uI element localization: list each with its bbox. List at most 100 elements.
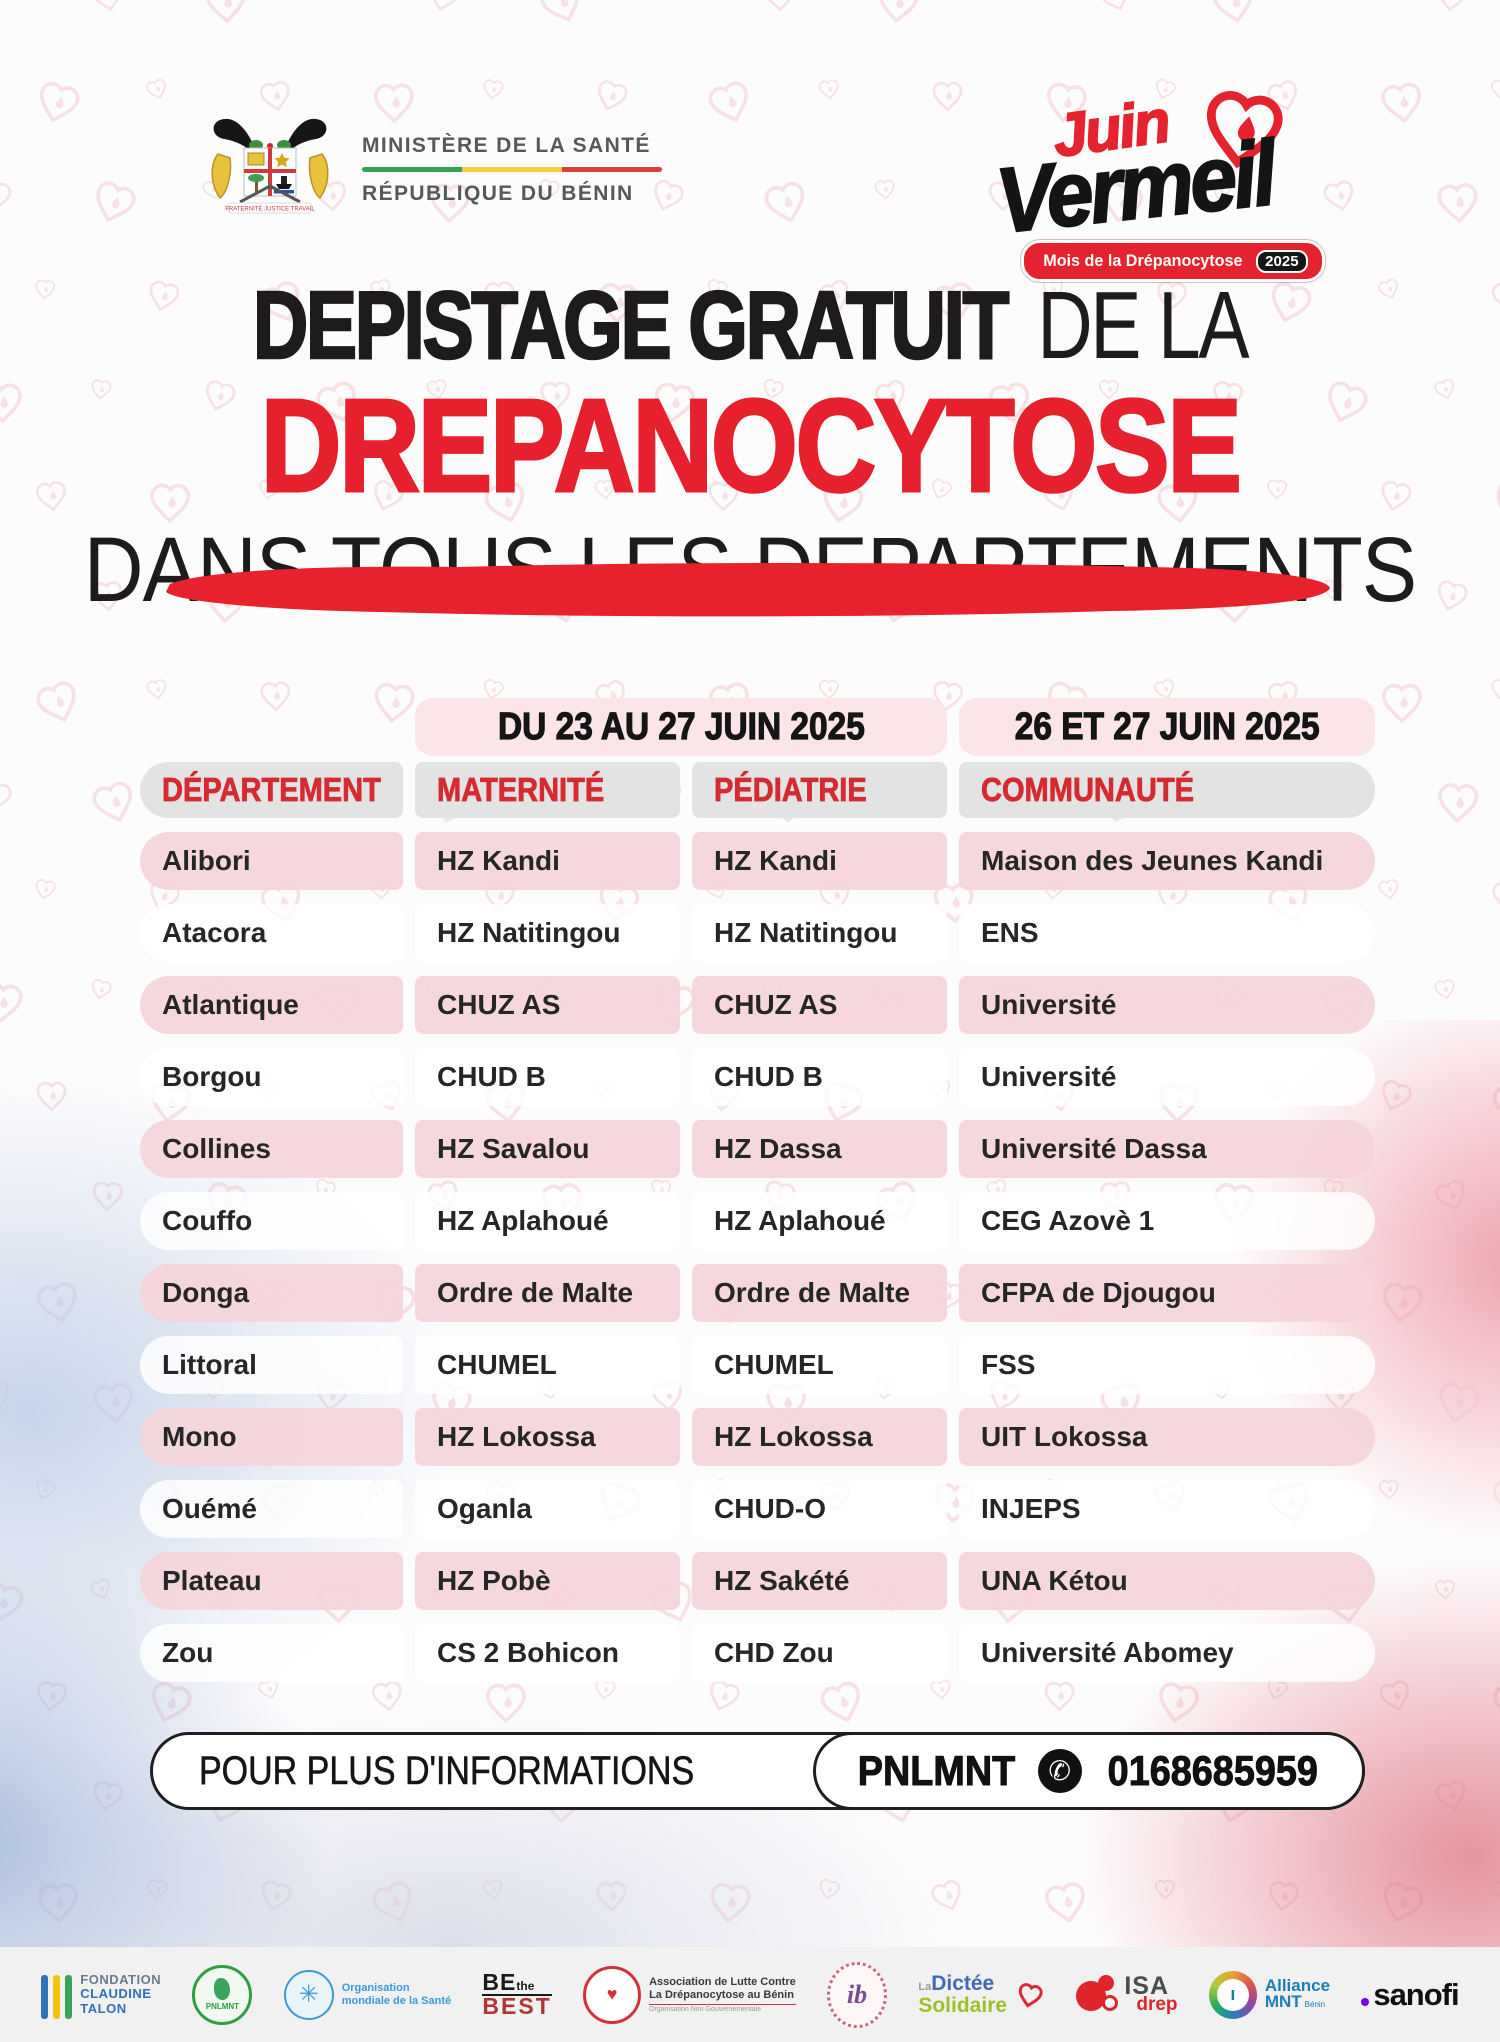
background-heart-icon bbox=[759, 0, 800, 16]
table-cell-maternite: Oganla bbox=[415, 1480, 680, 1538]
background-heart-icon bbox=[1261, 673, 1306, 718]
background-heart-icon bbox=[479, 275, 521, 317]
title-line1-rest: DE LA bbox=[1037, 272, 1249, 379]
table-cell-department: Ouémé bbox=[140, 1480, 403, 1538]
table-cell-department: Couffo bbox=[140, 1192, 403, 1250]
background-heart-icon bbox=[1431, 775, 1486, 830]
background-heart-icon bbox=[87, 375, 116, 404]
feib-crest-icon: ib bbox=[827, 1961, 888, 2028]
partner-sanofi: sanofi bbox=[1361, 1977, 1460, 2013]
background-heart-icon bbox=[816, 676, 842, 702]
heart-drop-icon bbox=[1206, 91, 1283, 169]
background-heart-icon bbox=[645, 373, 704, 432]
background-heart-icon bbox=[1096, 376, 1122, 402]
background-heart-icon bbox=[253, 73, 298, 118]
table-cell-communaute: FSS bbox=[959, 1336, 1375, 1394]
background-heart-icon bbox=[140, 72, 173, 105]
background-heart-icon bbox=[1263, 475, 1290, 502]
background-heart-icon bbox=[1149, 73, 1182, 106]
background-heart-icon bbox=[86, 574, 128, 616]
background-heart-icon bbox=[703, 475, 743, 515]
table-cell-department: Littoral bbox=[140, 1336, 403, 1394]
sanofi-purple-dot-icon bbox=[1361, 1997, 1370, 2006]
table-cell-pediatrie: HZ Sakété bbox=[692, 1552, 947, 1610]
column-header-maternite: MATERNITÉ bbox=[415, 762, 680, 818]
background-heart-icon bbox=[29, 473, 73, 517]
table-cell-pediatrie: CHD Zou bbox=[692, 1624, 947, 1682]
background-heart-icon bbox=[591, 475, 620, 504]
table-grid: DÉPARTEMENT MATERNITÉ PÉDIATRIE COMMUNAU… bbox=[140, 762, 1375, 1682]
background-heart-icon bbox=[810, 270, 860, 320]
background-heart-icon bbox=[0, 173, 18, 218]
alliance-mnt-ring-icon: ı bbox=[1208, 1970, 1257, 2019]
table-cell-communaute: Université bbox=[959, 1048, 1375, 1106]
background-heart-icon bbox=[1486, 674, 1500, 704]
partner-pnlmnt: PNLMNT bbox=[192, 1964, 253, 2025]
background-heart-icon bbox=[474, 470, 538, 534]
background-heart-icon bbox=[198, 0, 254, 30]
background-heart-icon bbox=[925, 673, 969, 717]
background-heart-icon bbox=[1150, 274, 1193, 317]
background-heart-icon bbox=[144, 476, 197, 529]
partner-alcd: ♥ Association de Lutte Contre La Drépano… bbox=[583, 1965, 796, 2024]
table-cell-maternite: CHUMEL bbox=[415, 1336, 680, 1394]
background-heart-icon bbox=[1372, 472, 1418, 518]
table-cell-department: Atacora bbox=[140, 904, 403, 962]
table-cell-maternite: HZ Pobè bbox=[415, 1552, 680, 1610]
table-cell-communaute: ENS bbox=[959, 904, 1375, 962]
background-heart-icon bbox=[25, 669, 92, 736]
date-header-left: DU 23 AU 27 JUIN 2025 bbox=[415, 698, 947, 756]
alcd-heart-icon: ♥ bbox=[583, 1965, 642, 2024]
table-cell-maternite: CHUD B bbox=[415, 1048, 680, 1106]
background-heart-icon bbox=[590, 274, 646, 330]
isa-drep-icon bbox=[1076, 1974, 1119, 2015]
background-heart-icon bbox=[1149, 673, 1182, 706]
background-heart-icon bbox=[536, 376, 576, 416]
column-header-departement: DÉPARTEMENT bbox=[140, 762, 403, 818]
background-heart-icon bbox=[983, 175, 1024, 216]
table-cell-department: Mono bbox=[140, 1408, 403, 1466]
screening-table: DU 23 AU 27 JUIN 2025 26 ET 27 JUIN 2025… bbox=[140, 698, 1375, 1682]
juin-vermeil-logo: Juin Vermeil Mois de la Drépanocytose 20… bbox=[991, 86, 1335, 286]
background-heart-icon bbox=[0, 973, 31, 1030]
background-heart-icon bbox=[195, 371, 243, 419]
table-cell-department: Borgou bbox=[140, 1048, 403, 1106]
ministry-name: MINISTÈRE DE LA SANTÉ bbox=[362, 134, 651, 157]
table-cell-communaute: Université bbox=[959, 976, 1375, 1034]
table-cell-pediatrie: CHUZ AS bbox=[692, 976, 947, 1034]
background-heart-icon bbox=[1430, 174, 1486, 230]
background-heart-icon bbox=[0, 375, 29, 429]
background-heart-icon bbox=[1430, 974, 1460, 1004]
table-cell-pediatrie: HZ Dassa bbox=[692, 1120, 947, 1178]
background-heart-icon bbox=[871, 175, 900, 204]
event-year-badge: 2025 bbox=[1256, 249, 1308, 273]
background-heart-icon bbox=[1480, 468, 1500, 535]
background-heart-icon bbox=[924, 472, 957, 505]
table-cell-maternite: HZ Savalou bbox=[415, 1120, 680, 1178]
table-cell-department: Atlantique bbox=[140, 976, 403, 1034]
background-heart-icon bbox=[1258, 270, 1322, 334]
partner-feib-crest: ib bbox=[827, 1961, 888, 2028]
benin-coat-of-arms-icon: FRATERNITÉ JUSTICE TRAVAIL bbox=[211, 118, 329, 214]
background-heart-icon bbox=[1320, 0, 1347, 2]
table-cell-pediatrie: CHUD B bbox=[692, 1048, 947, 1106]
background-heart-icon bbox=[1372, 272, 1405, 305]
background-heart-icon bbox=[365, 673, 423, 731]
table-cell-maternite: CS 2 Bohicon bbox=[415, 1624, 680, 1682]
table-cell-maternite: HZ Aplahoué bbox=[415, 1192, 680, 1250]
info-label: POUR PLUS D'INFORMATIONS bbox=[199, 1749, 695, 1794]
background-heart-icon bbox=[923, 271, 985, 333]
background-heart-icon bbox=[1316, 172, 1363, 219]
background-heart-icon bbox=[701, 273, 733, 305]
dictee-heart-icon bbox=[1018, 1982, 1043, 2008]
background-heart-icon bbox=[981, 0, 1013, 5]
background-heart-icon bbox=[1374, 874, 1405, 905]
table-cell-communaute: Université Dassa bbox=[959, 1120, 1375, 1178]
background-heart-icon bbox=[928, 76, 967, 115]
table-cell-maternite: HZ Lokossa bbox=[415, 1408, 680, 1466]
background-heart-icon bbox=[926, 874, 982, 930]
background-heart-icon bbox=[82, 770, 147, 835]
background-heart-icon bbox=[869, 0, 926, 31]
background-heart-icon bbox=[30, 874, 61, 905]
